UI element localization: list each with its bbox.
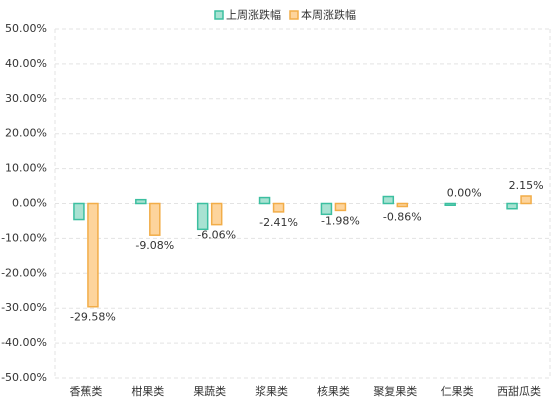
x-tick-label: 浆果类 — [255, 384, 288, 398]
bar — [520, 195, 532, 205]
value-label: -1.98% — [321, 214, 360, 227]
y-tick-label: -30.00% — [1, 301, 47, 314]
y-tick-label: 0.00% — [12, 197, 47, 210]
bar — [196, 202, 209, 231]
bar — [87, 202, 99, 308]
bar — [73, 202, 85, 221]
x-tick-label: 西甜瓜类 — [497, 384, 541, 398]
x-tick-label: 果蔬类 — [193, 384, 226, 398]
value-label: -6.06% — [197, 229, 236, 242]
x-tick-label: 香蕉类 — [69, 384, 102, 398]
bar — [382, 195, 395, 205]
y-tick-label: 50.00% — [5, 22, 47, 35]
value-label: -2.41% — [259, 216, 298, 229]
y-tick-label: 40.00% — [5, 57, 47, 70]
x-tick-label: 柑果类 — [131, 384, 164, 398]
bar — [320, 202, 333, 216]
value-label: 2.15% — [509, 179, 544, 192]
y-tick-label: -20.00% — [1, 266, 47, 279]
legend-swatch — [289, 10, 299, 20]
value-label: 0.00% — [447, 187, 482, 200]
x-tick-label: 核果类 — [317, 384, 350, 398]
value-label: -29.58% — [70, 311, 116, 324]
y-tick-label: -50.00% — [1, 371, 47, 384]
y-tick-label: -40.00% — [1, 336, 47, 349]
y-tick-label: 10.00% — [5, 162, 47, 175]
bar — [396, 202, 409, 208]
y-tick-label: 30.00% — [5, 92, 47, 105]
bar — [258, 196, 271, 205]
value-label: -0.86% — [383, 211, 422, 224]
bar — [334, 202, 347, 212]
bar — [149, 202, 161, 236]
bar — [210, 202, 223, 226]
legend-swatch — [214, 10, 224, 20]
legend-label: 上周涨跌幅 — [226, 8, 281, 22]
x-tick-label: 聚复果类 — [373, 384, 417, 398]
y-tick-label: 20.00% — [5, 127, 47, 140]
legend-label: 本周涨跌幅 — [301, 8, 356, 22]
bar — [135, 198, 147, 205]
bar — [444, 202, 456, 206]
y-tick-label: -10.00% — [1, 231, 47, 244]
bar — [506, 202, 518, 210]
bar — [272, 202, 285, 213]
value-label: -9.08% — [135, 239, 174, 252]
x-tick-label: 仁果类 — [441, 384, 474, 398]
